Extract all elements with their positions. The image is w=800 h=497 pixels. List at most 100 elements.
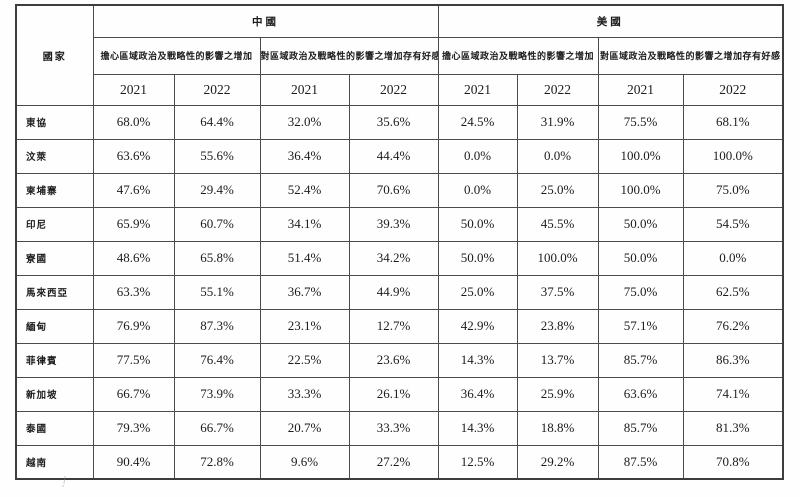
value-cell: 33.3%: [348, 410, 439, 446]
subheader-china-favor: 對區域政治及戰略性的影響之增加存有好感: [259, 36, 439, 75]
value-cell: 87.3%: [173, 308, 261, 344]
value-cell: 76.9%: [92, 308, 175, 344]
value-cell: 0.0%: [682, 240, 784, 276]
header-row-years: 2021 2022 2021 2022 2021 2022 2021 2022: [16, 73, 784, 106]
value-cell: 73.9%: [173, 376, 261, 412]
value-cell: 79.3%: [92, 410, 175, 446]
value-cell: 77.5%: [92, 342, 175, 378]
value-cell: 90.4%: [92, 444, 175, 480]
value-cell: 27.2%: [348, 444, 439, 480]
table-row-cambodia: 柬埔寨 47.6% 29.4% 52.4% 70.6% 0.0% 25.0% 1…: [15, 172, 784, 208]
value-cell: 52.4%: [259, 172, 350, 208]
value-cell: 100.0%: [682, 138, 784, 174]
value-cell: 36.4%: [259, 138, 350, 174]
value-cell: 85.7%: [597, 410, 684, 446]
value-cell: 86.3%: [682, 342, 784, 378]
value-cell: 50.0%: [597, 206, 684, 242]
value-cell: 14.3%: [437, 342, 518, 378]
value-cell: 63.3%: [92, 274, 175, 310]
group-header-china: 中國: [92, 4, 439, 38]
value-cell: 51.4%: [259, 240, 350, 276]
value-cell: 72.8%: [173, 444, 261, 480]
corner-header-country: 國家: [15, 4, 94, 106]
value-cell: 12.7%: [348, 308, 439, 344]
value-cell: 57.1%: [597, 308, 684, 344]
value-cell: 50.0%: [437, 240, 518, 276]
value-cell: 66.7%: [173, 410, 261, 446]
country-label: 東協: [15, 104, 94, 140]
group-header-usa: 美國: [437, 4, 784, 38]
value-cell: 14.3%: [437, 410, 518, 446]
value-cell: 75.5%: [597, 104, 684, 140]
header-row-countries-groups: 國家 中國 美國: [15, 4, 784, 106]
scan-artifact-mark: [61, 475, 67, 488]
country-label: 新加坡: [15, 376, 94, 412]
table-row-singapore: 新加坡 66.7% 73.9% 33.3% 26.1% 36.4% 25.9% …: [15, 376, 784, 412]
value-cell: 31.9%: [516, 104, 599, 140]
country-label: 汶萊: [15, 138, 94, 174]
table-row-asean: 東協 68.0% 64.4% 32.0% 35.6% 24.5% 31.9% 7…: [15, 104, 784, 140]
value-cell: 25.0%: [516, 172, 599, 208]
value-cell: 60.7%: [173, 206, 261, 242]
value-cell: 36.4%: [437, 376, 518, 412]
value-cell: 23.8%: [516, 308, 599, 344]
value-cell: 34.1%: [259, 206, 350, 242]
value-cell: 100.0%: [516, 240, 599, 276]
value-cell: 48.6%: [92, 240, 175, 276]
value-cell: 0.0%: [437, 138, 518, 174]
year-header: 2022: [516, 73, 599, 106]
value-cell: 26.1%: [348, 376, 439, 412]
value-cell: 39.3%: [348, 206, 439, 242]
value-cell: 25.9%: [516, 376, 599, 412]
value-cell: 63.6%: [597, 376, 684, 412]
table-row-indonesia: 印尼 65.9% 60.7% 34.1% 39.3% 50.0% 45.5% 5…: [15, 206, 784, 242]
value-cell: 55.6%: [173, 138, 261, 174]
country-label: 印尼: [15, 206, 94, 242]
value-cell: 68.1%: [682, 104, 784, 140]
year-header: 2021: [92, 73, 175, 106]
country-label: 馬來西亞: [15, 274, 94, 310]
value-cell: 74.1%: [682, 376, 784, 412]
value-cell: 62.5%: [682, 274, 784, 310]
value-cell: 85.7%: [597, 342, 684, 378]
survey-table: 國家 中國 美國 擔心區域政治及戰略性的影響之增加 對區域政治及戰略性的影響之增…: [15, 4, 784, 480]
value-cell: 100.0%: [597, 172, 684, 208]
value-cell: 55.1%: [173, 274, 261, 310]
table-row-thailand: 泰國 79.3% 66.7% 20.7% 33.3% 14.3% 18.8% 8…: [15, 410, 784, 446]
value-cell: 32.0%: [259, 104, 350, 140]
value-cell: 70.6%: [348, 172, 439, 208]
value-cell: 75.0%: [597, 274, 684, 310]
value-cell: 66.7%: [92, 376, 175, 412]
value-cell: 36.7%: [259, 274, 350, 310]
value-cell: 35.6%: [348, 104, 439, 140]
value-cell: 63.6%: [92, 138, 175, 174]
subheader-usa-worry: 擔心區域政治及戰略性的影響之增加: [437, 36, 599, 75]
country-label: 越南: [15, 444, 94, 480]
value-cell: 44.9%: [348, 274, 439, 310]
value-cell: 76.2%: [682, 308, 784, 344]
country-label: 緬甸: [15, 308, 94, 344]
value-cell: 29.4%: [173, 172, 261, 208]
value-cell: 64.4%: [173, 104, 261, 140]
value-cell: 44.4%: [348, 138, 439, 174]
table-row-vietnam: 越南 90.4% 72.8% 9.6% 27.2% 12.5% 29.2% 87…: [15, 444, 784, 480]
value-cell: 42.9%: [437, 308, 518, 344]
value-cell: 70.8%: [682, 444, 784, 480]
value-cell: 47.6%: [92, 172, 175, 208]
value-cell: 0.0%: [516, 138, 599, 174]
value-cell: 45.5%: [516, 206, 599, 242]
value-cell: 18.8%: [516, 410, 599, 446]
value-cell: 25.0%: [437, 274, 518, 310]
value-cell: 75.0%: [682, 172, 784, 208]
year-header: 2021: [259, 73, 350, 106]
value-cell: 68.0%: [92, 104, 175, 140]
country-label: 柬埔寨: [15, 172, 94, 208]
value-cell: 20.7%: [259, 410, 350, 446]
year-header: 2022: [682, 73, 784, 106]
value-cell: 65.9%: [92, 206, 175, 242]
value-cell: 12.5%: [437, 444, 518, 480]
value-cell: 24.5%: [437, 104, 518, 140]
value-cell: 29.2%: [516, 444, 599, 480]
value-cell: 34.2%: [348, 240, 439, 276]
